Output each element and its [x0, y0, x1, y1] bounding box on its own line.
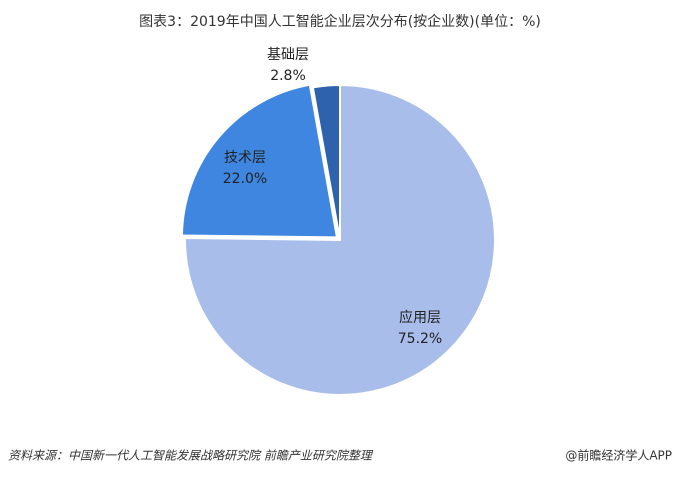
pie-slice — [184, 83, 496, 396]
pie-slice — [311, 83, 341, 241]
value-label: 75.2% — [398, 331, 442, 347]
chart-title: 图表3：2019年中国人工智能企业层次分布(按企业数)(单位：%) — [139, 13, 541, 30]
pie-slice — [180, 83, 339, 239]
brand: @前瞻经济学人APP — [565, 448, 672, 463]
source-note: 资料来源：中国新一代人工智能发展战略研究院 前瞻产业研究院整理 — [8, 449, 374, 463]
value-label: 22.0% — [223, 171, 267, 187]
slice-label: 技术层 — [224, 150, 266, 166]
slice-label: 基础层 — [267, 46, 309, 63]
slice-label: 应用层 — [399, 309, 441, 326]
value-label: 2.8% — [270, 68, 306, 84]
